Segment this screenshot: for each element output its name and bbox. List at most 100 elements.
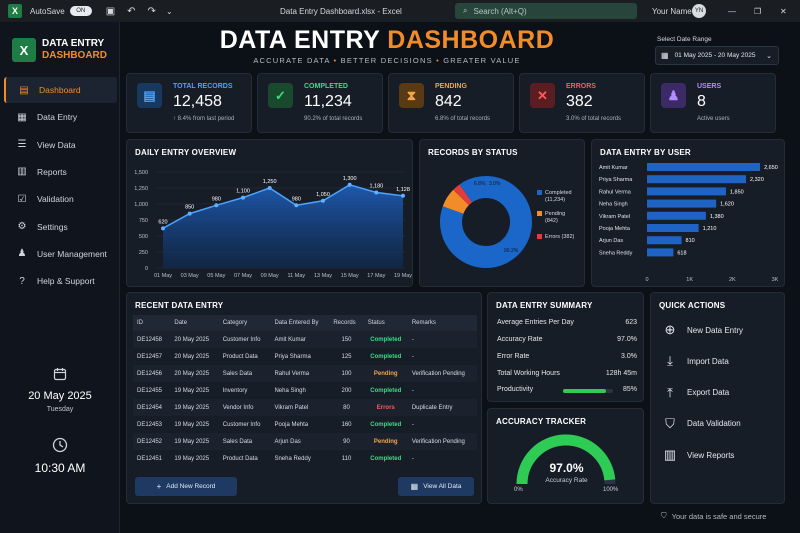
column-header[interactable]: Category <box>218 315 271 331</box>
records-status-title: RECORDS BY STATUS <box>428 148 518 157</box>
kpi-label: USERS <box>697 83 722 90</box>
table-cell: 20 May 2025 <box>174 353 210 360</box>
table-cell: 100 <box>329 365 364 382</box>
redo-icon[interactable]: ↷ <box>147 5 156 17</box>
accuracy-card: ACCURACY TRACKER 97.0% Accuracy Rate 0% … <box>487 408 644 504</box>
table-row[interactable]: DE12455 19 May 2025 Inventory Neha Singh 200… <box>133 382 477 399</box>
help-icon: ? <box>19 275 25 287</box>
summary-row: Accuracy Rate 97.0% <box>497 336 637 343</box>
sidebar-item-label: View Data <box>37 139 76 150</box>
productivity-bar-track <box>563 389 613 393</box>
save-icon[interactable]: ▣ <box>105 5 116 17</box>
quick-action-import-data[interactable]: ⤓ Import Data <box>663 353 729 368</box>
data-label: 1,128 <box>396 187 410 193</box>
table-row[interactable]: DE12458 20 May 2025 Customer Info Amit Kuma… <box>133 331 477 348</box>
kpi-label: COMPLETED <box>304 83 348 90</box>
sidebar-item-settings[interactable]: ⚙ Settings <box>4 214 117 240</box>
category-label: Rahul Verma <box>599 189 632 195</box>
quick-action-export-data[interactable]: ⤒ Export Data <box>663 384 729 400</box>
data-label: 980 <box>292 196 301 202</box>
column-header[interactable]: Remarks <box>407 315 477 331</box>
series-line <box>162 183 404 229</box>
data-label: 1,180 <box>369 183 383 189</box>
close-icon[interactable]: ✕ <box>780 6 787 16</box>
sidebar-date: 20 May 2025 <box>28 390 92 402</box>
export-icon: ⤒ <box>667 384 673 400</box>
excel-logo-icon: X <box>12 38 36 62</box>
x-tick-label: 3K <box>772 277 779 283</box>
user-name[interactable]: Your Name <box>652 6 692 16</box>
sidebar-item-label: Settings <box>37 221 68 232</box>
sidebar-item-label: Dashboard <box>39 85 81 95</box>
kpi-subtext: 90.2% of total records <box>304 116 363 122</box>
search-box[interactable]: ⌕ Search (Alt+Q) <box>455 3 637 19</box>
bar-value-label: 810 <box>686 238 695 244</box>
daily-entry-title: DAILY ENTRY OVERVIEW <box>135 148 237 157</box>
bar <box>647 199 717 208</box>
table-row[interactable]: DE12451 19 May 2025 Product Data Sneha Redd… <box>133 450 477 467</box>
column-header[interactable]: Status <box>363 315 408 331</box>
table-cell: Completed <box>370 421 402 428</box>
column-header[interactable]: Data Entered By <box>270 315 330 331</box>
dashboard-icon: ▤ <box>19 84 29 96</box>
productivity-value: 85% <box>622 386 637 393</box>
tagline-2: BETTER DECISIONS <box>340 56 433 65</box>
tagline: ACCURATE DATA • BETTER DECISIONS • GREAT… <box>253 56 521 65</box>
sidebar-item-reports[interactable]: ▥ Reports <box>4 159 117 185</box>
daily-entry-card: DAILY ENTRY OVERVIEW 0 250 500 750 1,000 1,25… <box>126 139 413 287</box>
sidebar: X DATA ENTRY DASHBOARD ▤ Dashboard ▦ Data E… <box>0 22 120 533</box>
table-cell: Rahul Verma <box>270 365 330 382</box>
summary-label: Accuracy Rate <box>497 336 543 343</box>
sidebar-item-validation[interactable]: ☑ Validation <box>4 186 117 212</box>
title-bar: X AutoSave ON ▣ ↶ ↷ ⌄ Data Entry Dashboa… <box>0 0 800 22</box>
data-label: 850 <box>185 205 194 211</box>
table-cell: DE12457 <box>137 353 163 360</box>
x-tick-label: 11 May <box>288 273 306 279</box>
view-all-data-button[interactable]: ▦ View All Data <box>398 477 474 496</box>
column-header[interactable]: Date <box>170 315 219 331</box>
data-label: 620 <box>158 219 167 225</box>
quick-action-data-validation[interactable]: ⛉ Data Validation <box>663 416 741 431</box>
column-header[interactable]: ID <box>133 315 171 331</box>
autosave-toggle[interactable]: ON <box>69 6 92 16</box>
table-row[interactable]: DE12453 19 May 2025 Customer Info Pooja Meh… <box>133 416 477 433</box>
table-cell: Vikram Patel <box>270 399 330 416</box>
quick-action-new-data-entry[interactable]: ⊕ New Data Entry <box>663 322 743 337</box>
customize-icon[interactable]: ⌄ <box>165 6 173 16</box>
summary-card: DATA ENTRY SUMMARY Average Entries Per D… <box>487 292 644 402</box>
table-cell: Sales Data <box>218 365 271 382</box>
autosave-label: AutoSave <box>30 6 65 16</box>
date-range-select[interactable]: ▦ 01 May 2025 - 20 May 2025 ⌄ <box>655 46 779 65</box>
recent-entry-title: RECENT DATA ENTRY <box>135 301 224 310</box>
bar-value-label: 1,850 <box>730 189 744 195</box>
add-new-record-button[interactable]: + Add New Record <box>135 477 237 496</box>
table-cell: Amit Kumar <box>270 331 330 348</box>
table-row[interactable]: DE12454 19 May 2025 Vendor Info Vikram Pate… <box>133 399 477 416</box>
sidebar-item-user-management[interactable]: ♟ User Management <box>4 241 117 267</box>
undo-icon[interactable]: ↶ <box>127 5 136 17</box>
calendar-icon <box>0 367 120 386</box>
restore-icon[interactable]: ❐ <box>754 6 762 16</box>
minimize-icon[interactable]: — <box>728 6 736 16</box>
sidebar-item-data-entry[interactable]: ▦ Data Entry <box>4 104 117 130</box>
sidebar-item-help-support[interactable]: ? Help & Support <box>4 268 117 294</box>
table-row[interactable]: DE12452 19 May 2025 Sales Data Arjun Das 90 P… <box>133 433 477 450</box>
legend-swatch <box>537 190 542 195</box>
table-cell: Pending <box>363 365 408 382</box>
table-cell: DE12451 <box>137 455 163 462</box>
quick-action-label: View Reports <box>687 450 735 460</box>
table-cell: - <box>411 455 414 462</box>
legend-count: (842) <box>545 218 558 224</box>
table-row[interactable]: DE12457 20 May 2025 Product Data Priya Shar… <box>133 348 477 365</box>
table-row[interactable]: DE12456 20 May 2025 Sales Data Rahul Verma 1… <box>133 365 477 382</box>
avatar[interactable]: YN <box>692 4 706 18</box>
column-header[interactable]: Records <box>329 315 364 331</box>
x-tick-label: 03 May <box>181 273 199 279</box>
y-tick-label: 0 <box>145 266 148 272</box>
data-point <box>321 198 325 203</box>
sidebar-item-view-data[interactable]: ☰ View Data <box>4 132 117 158</box>
search-placeholder: Search (Alt+Q) <box>473 6 527 16</box>
quick-action-view-reports[interactable]: ▥ View Reports <box>663 447 735 462</box>
table-cell: Completed <box>363 331 408 348</box>
sidebar-item-dashboard[interactable]: ▤ Dashboard <box>4 77 117 103</box>
